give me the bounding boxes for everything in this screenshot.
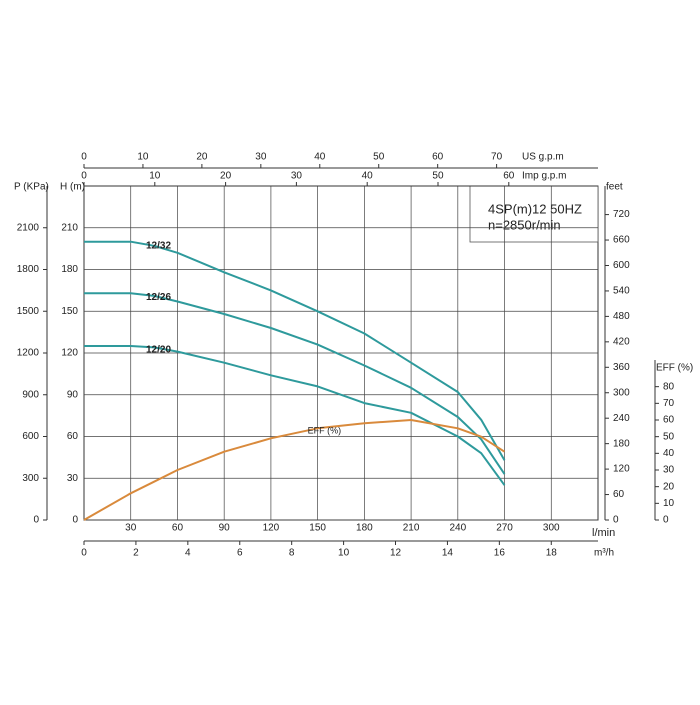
- tick-label: 8: [289, 548, 295, 559]
- y-tick-label: 210: [61, 222, 78, 233]
- tick-label: 40: [663, 448, 675, 459]
- tick-label: 420: [613, 336, 630, 347]
- series-line: [84, 292, 506, 475]
- tick-label: 540: [613, 286, 630, 297]
- tick-label: 50: [373, 152, 385, 163]
- tick-label: 60: [613, 489, 625, 500]
- tick-label: 60: [432, 152, 444, 163]
- axis-label: m³/h: [594, 548, 614, 559]
- x-tick-label: 30: [125, 523, 137, 534]
- tick-label: 4: [185, 548, 191, 559]
- axis-label: EFF (%): [656, 363, 693, 374]
- series-label: 12/32: [146, 240, 171, 251]
- tick-label: 600: [613, 260, 630, 271]
- tick-label: 40: [314, 152, 326, 163]
- tick-label: 14: [442, 548, 454, 559]
- tick-label: 0: [81, 548, 87, 559]
- tick-label: 70: [663, 398, 675, 409]
- tick-label: 120: [613, 464, 630, 475]
- y-tick-label: 180: [61, 264, 78, 275]
- tick-label: 70: [491, 152, 503, 163]
- x-tick-label: 270: [496, 523, 513, 534]
- tick-label: 30: [255, 152, 267, 163]
- tick-label: 900: [22, 389, 39, 400]
- tick-label: 0: [81, 171, 87, 182]
- axis-label: P (KPa): [14, 182, 49, 193]
- tick-label: 180: [613, 438, 630, 449]
- y-tick-label: 90: [67, 389, 79, 400]
- tick-label: 10: [663, 498, 675, 509]
- y-tick-label: 120: [61, 348, 78, 359]
- tick-label: 480: [613, 311, 630, 322]
- tick-label: 2100: [17, 222, 40, 233]
- tick-label: 20: [220, 171, 232, 182]
- series-line: [84, 345, 506, 486]
- x-tick-label: 150: [309, 523, 326, 534]
- x-tick-label: 60: [172, 523, 184, 534]
- tick-label: 1500: [17, 306, 40, 317]
- series-label: EFF (%): [308, 426, 342, 436]
- x-tick-label: 210: [403, 523, 420, 534]
- series-line: [84, 240, 506, 461]
- y-tick-label: 30: [67, 473, 79, 484]
- tick-label: 30: [663, 465, 675, 476]
- tick-label: 50: [663, 431, 675, 442]
- tick-label: 30: [291, 171, 303, 182]
- y-tick-label: 150: [61, 306, 78, 317]
- x-axis-label: l/min: [592, 527, 615, 539]
- tick-label: 1200: [17, 348, 40, 359]
- x-tick-label: 240: [449, 523, 466, 534]
- tick-label: 60: [503, 171, 515, 182]
- tick-label: 600: [22, 431, 39, 442]
- series-line: [83, 419, 506, 521]
- tick-label: 10: [137, 152, 149, 163]
- tick-label: 10: [149, 171, 161, 182]
- y-tick-label: 60: [67, 431, 79, 442]
- tick-label: 0: [33, 515, 39, 526]
- tick-label: 40: [362, 171, 374, 182]
- y-tick-label: 0: [72, 515, 78, 526]
- axis-label: Imp g.p.m: [522, 171, 566, 182]
- info-line: n=2850r/min: [488, 217, 561, 232]
- series-label: 12/20: [146, 345, 171, 356]
- tick-label: 60: [663, 415, 675, 426]
- tick-label: 20: [663, 481, 675, 492]
- tick-label: 660: [613, 235, 630, 246]
- tick-label: 20: [196, 152, 208, 163]
- tick-label: 240: [613, 413, 630, 424]
- axis-label: feet: [606, 182, 623, 193]
- tick-label: 0: [663, 515, 669, 526]
- tick-label: 0: [81, 152, 87, 163]
- tick-label: 6: [237, 548, 243, 559]
- x-tick-label: 90: [219, 523, 231, 534]
- tick-label: 2: [133, 548, 139, 559]
- tick-label: 18: [546, 548, 558, 559]
- tick-label: 1800: [17, 264, 40, 275]
- tick-label: 360: [613, 362, 630, 373]
- tick-label: 16: [494, 548, 506, 559]
- axis-label: US g.p.m: [522, 152, 564, 163]
- series-label: 12/26: [146, 292, 171, 303]
- tick-label: 300: [613, 387, 630, 398]
- x-tick-label: 180: [356, 523, 373, 534]
- tick-label: 720: [613, 209, 630, 220]
- tick-label: 12: [390, 548, 402, 559]
- tick-label: 80: [663, 381, 675, 392]
- info-line: 4SP(m)12 50HZ: [488, 201, 582, 216]
- y-axis-label: H (m): [60, 182, 85, 193]
- tick-label: 0: [613, 515, 619, 526]
- x-tick-label: 300: [543, 523, 560, 534]
- tick-label: 300: [22, 473, 39, 484]
- tick-label: 50: [432, 171, 444, 182]
- tick-label: 10: [338, 548, 350, 559]
- x-tick-label: 120: [263, 523, 280, 534]
